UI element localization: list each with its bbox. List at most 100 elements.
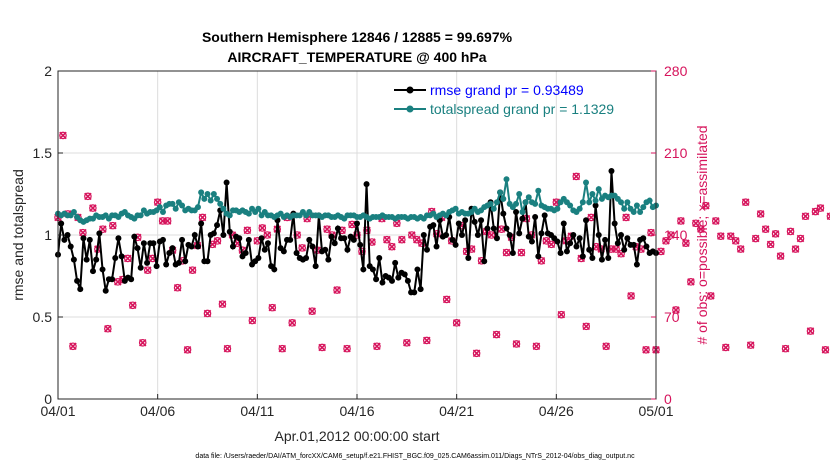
obs-assimilated-point: [821, 346, 830, 354]
y-left-tick-label: 2: [44, 63, 52, 79]
rmse-point: [261, 246, 268, 253]
obs-possible-point: [756, 210, 765, 218]
rmse-point: [287, 236, 294, 243]
rmse-point: [458, 232, 465, 238]
totalspread-point: [194, 204, 201, 211]
obs-assimilated-point: [717, 232, 725, 240]
obs-assimilated-point: [776, 252, 785, 260]
obs-possible-point: [642, 345, 650, 354]
rmse-point: [258, 235, 265, 242]
chart-title-line2: AIRCRAFT_TEMPERATURE @ 400 hPa: [227, 49, 486, 65]
rmse-point: [77, 286, 84, 293]
rmse-point: [191, 232, 198, 238]
x-tick-label: 04/26: [539, 403, 574, 419]
obs-assimilated-point: [218, 300, 227, 308]
obs-assimilated-point: [492, 330, 501, 339]
rmse-point: [414, 266, 421, 273]
rmse-point: [198, 220, 205, 227]
obs-possible-point: [791, 245, 800, 253]
rmse-point: [182, 258, 189, 265]
obs-assimilated-point: [109, 221, 117, 230]
obs-assimilated-point: [622, 213, 630, 222]
obs-possible-point: [811, 207, 820, 216]
rmse-point: [112, 254, 119, 261]
obs-possible-point: [537, 256, 546, 265]
obs-assimilated-point: [318, 343, 326, 352]
obs-possible-point: [293, 231, 302, 239]
obs-possible-point: [203, 309, 212, 318]
obs-assimilated-point: [547, 240, 556, 249]
totalspread-point: [554, 205, 561, 212]
obs-assimilated-point: [741, 198, 750, 206]
obs-assimilated-point: [343, 344, 351, 353]
obs-possible-point: [398, 235, 406, 244]
totalspread-point: [198, 189, 205, 196]
obs-possible-point: [726, 232, 735, 240]
obs-assimilated-point: [388, 242, 396, 251]
obs-assimilated-point: [702, 201, 710, 210]
obs-assimilated-point: [512, 340, 521, 348]
obs-possible-point: [572, 172, 581, 181]
rmse-point: [484, 225, 491, 232]
obs-assimilated-point: [786, 227, 795, 236]
x-tick-label: 04/06: [140, 403, 175, 419]
rmse-point: [74, 277, 81, 284]
totalspread-point: [532, 200, 539, 207]
rmse-point: [80, 235, 87, 242]
rmse-point: [194, 243, 201, 250]
totalspread-point: [159, 209, 166, 216]
rmse-point: [128, 276, 135, 283]
totalspread-point: [618, 199, 625, 206]
rmse-point: [379, 279, 386, 286]
obs-possible-point: [442, 295, 451, 304]
rmse-point: [328, 233, 335, 240]
obs-possible-point: [183, 345, 192, 354]
rmse-point: [166, 250, 173, 257]
totalspread-point: [567, 202, 574, 209]
obs-possible-point: [333, 286, 341, 294]
obs-assimilated-point: [692, 219, 700, 228]
rmse-point: [58, 220, 65, 227]
rmse-point: [433, 243, 440, 250]
rmse-point: [134, 245, 141, 252]
obs-possible-point: [383, 235, 391, 244]
legend: rmse grand pr = 0.93489 totalspread gran…: [394, 82, 614, 117]
obs-assimilated-point: [627, 292, 635, 300]
rmse-point: [532, 213, 539, 220]
obs-possible-point: [801, 212, 810, 221]
totalspread-point: [637, 209, 644, 216]
obs-assimilated-point: [801, 212, 810, 221]
rmse-point: [621, 246, 628, 253]
obs-possible-point: [343, 344, 351, 353]
obs-assimilated-point: [746, 341, 755, 349]
obs-assimilated-point: [557, 310, 566, 319]
obs-assimilated-point: [697, 225, 705, 233]
totalspread-point: [255, 205, 262, 212]
obs-assimilated-point: [183, 346, 192, 354]
rmse-point: [89, 268, 96, 275]
rmse-point: [592, 202, 599, 209]
rmse-point: [567, 240, 574, 247]
obs-assimilated-point: [781, 344, 790, 353]
obs-possible-point: [143, 266, 152, 274]
rmse-point: [369, 266, 376, 273]
obs-assimilated-point: [722, 343, 730, 352]
rmse-point: [589, 254, 596, 261]
rmse-point: [293, 250, 300, 257]
y-left-tick-label: 0.5: [33, 309, 53, 325]
totalspread-point: [519, 209, 526, 216]
obs-possible-point: [363, 226, 371, 235]
obs-possible-point: [721, 343, 730, 352]
rmse-point: [236, 235, 243, 242]
totalspread-point: [595, 186, 602, 193]
rmse-point: [474, 232, 481, 238]
rmse-point: [118, 253, 125, 260]
obs-assimilated-point: [268, 303, 277, 312]
y-right-tick-label: 280: [664, 63, 688, 79]
obs-possible-point: [746, 341, 755, 349]
obs-assimilated-point: [258, 224, 267, 232]
rmse-point: [586, 246, 593, 253]
rmse-point: [229, 243, 236, 250]
obs-assimilated-point: [223, 344, 232, 353]
obs-possible-point: [308, 307, 316, 315]
